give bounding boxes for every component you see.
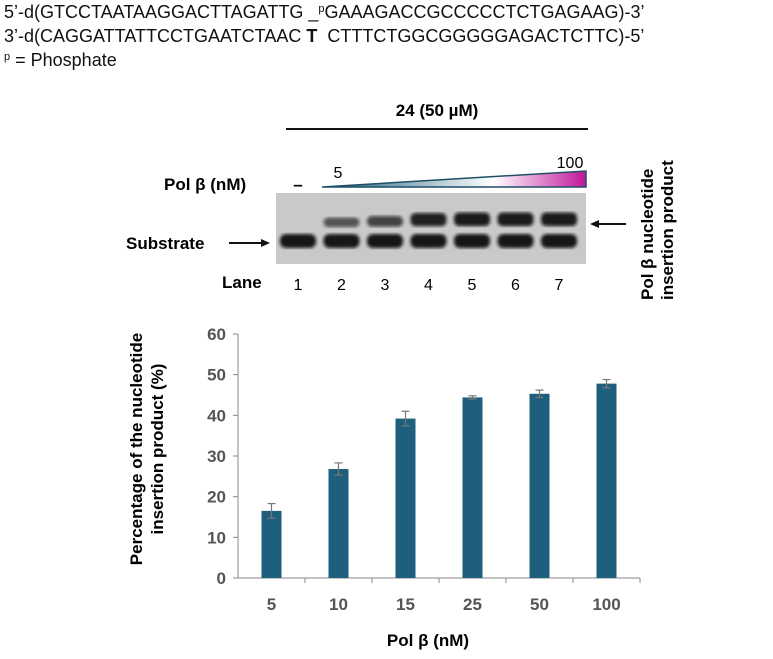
x-tick-label: 100 xyxy=(592,595,620,614)
y-tick-label: 10 xyxy=(207,528,226,547)
x-tick-label: 25 xyxy=(463,595,482,614)
gradient-start-label: 5 xyxy=(334,165,343,182)
product-band xyxy=(541,212,577,227)
substrate-band xyxy=(367,234,403,248)
bar xyxy=(328,469,349,578)
product-band xyxy=(454,212,490,227)
y-tick-label: 40 xyxy=(207,406,226,425)
template-base: T xyxy=(306,26,318,46)
gel-image xyxy=(276,193,586,264)
top-strand-right: GAAAGACCGCCCCCTCTGAGAAG)-3’ xyxy=(324,2,645,22)
bar xyxy=(596,383,617,578)
sequence-bottom-strand: 3’-d(CAGGATTATTCCTGAATCTAAC T CTTTCTGGCG… xyxy=(4,26,644,47)
y-axis-title-line1: Percentage of the nucleotide xyxy=(127,333,146,565)
lane-number: 1 xyxy=(294,277,303,294)
gradient-end-label: 100 xyxy=(557,155,584,172)
lane-number: 3 xyxy=(381,277,390,294)
lane-title: Lane xyxy=(222,273,262,292)
top-strand-left: 5’-d(GTCCTAATAAGGACTTAGATTG _ xyxy=(4,2,319,22)
y-tick-label: 20 xyxy=(207,488,226,507)
bars xyxy=(261,378,617,578)
legend-phosphate-text: = Phosphate xyxy=(10,50,117,70)
bar xyxy=(261,510,282,578)
lane-number: 7 xyxy=(555,277,564,294)
lane-number: 2 xyxy=(337,277,346,294)
bar xyxy=(462,397,483,578)
substrate-band xyxy=(280,234,316,248)
phosphate-legend: p = Phosphate xyxy=(4,50,117,71)
gel-bands xyxy=(280,212,577,248)
substrate-arrowhead xyxy=(261,239,270,247)
product-label-line2: insertion product xyxy=(658,160,677,300)
y-tick-label: 60 xyxy=(207,325,226,344)
enzyme-label: Pol β (nM) xyxy=(164,175,246,194)
phosphate-marker: p xyxy=(318,3,325,15)
substrate-band xyxy=(323,234,360,248)
bottom-strand-right: CTTTCTGGCGGGGGAGACTCTTC)-5’ xyxy=(317,26,645,46)
bar xyxy=(395,418,416,578)
compound-label: 24 (50 µM) xyxy=(396,101,479,120)
product-band xyxy=(367,216,403,227)
product-band xyxy=(497,212,534,227)
y-tick-label: 0 xyxy=(217,569,226,588)
lane-labels: 1 2 3 4 5 6 7 xyxy=(294,277,564,294)
y-tick-label: 50 xyxy=(207,366,226,385)
minus-label: – xyxy=(293,175,302,194)
substrate-band xyxy=(497,234,534,248)
x-axis: 5 10 15 25 50 100 xyxy=(238,577,641,614)
substrate-label: Substrate xyxy=(126,234,204,253)
x-tick-label: 10 xyxy=(329,595,348,614)
x-tick-label: 5 xyxy=(267,595,276,614)
concentration-wedge xyxy=(321,170,587,188)
lane-number: 5 xyxy=(468,277,477,294)
product-band xyxy=(410,213,447,227)
x-tick-label: 15 xyxy=(396,595,415,614)
y-axis-title-line2: insertion product (%) xyxy=(148,364,167,535)
legend-phosphate-marker: p xyxy=(4,51,11,63)
y-axis: 0 10 20 30 40 50 60 xyxy=(207,325,239,588)
sequence-top-strand: 5’-d(GTCCTAATAAGGACTTAGATTG _pGAAAGACCGC… xyxy=(4,2,645,23)
x-tick-label: 50 xyxy=(530,595,549,614)
lane-number: 4 xyxy=(424,277,433,294)
lane-number: 6 xyxy=(511,277,520,294)
x-axis-title: Pol β (nM) xyxy=(387,631,469,650)
product-arrowhead xyxy=(590,220,599,228)
bar xyxy=(529,393,550,578)
product-label-line1: Pol β nucleotide xyxy=(638,169,657,300)
substrate-band xyxy=(454,234,490,248)
substrate-band xyxy=(541,234,577,248)
bar-chart: 0 10 20 30 40 50 60 5 10 15 25 50 100 Percentage of… xyxy=(127,325,641,650)
substrate-band xyxy=(410,234,447,248)
y-tick-label: 30 xyxy=(207,447,226,466)
product-band xyxy=(323,217,360,228)
bottom-strand-left: 3’-d(CAGGATTATTCCTGAATCTAAC xyxy=(4,26,307,46)
gel-figure: 24 (50 µM) Pol β (nM) – 5 100 Substrate … xyxy=(126,101,677,300)
